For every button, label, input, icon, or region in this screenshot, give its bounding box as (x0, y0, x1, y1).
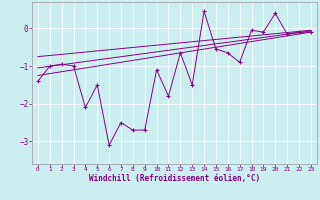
X-axis label: Windchill (Refroidissement éolien,°C): Windchill (Refroidissement éolien,°C) (89, 174, 260, 183)
